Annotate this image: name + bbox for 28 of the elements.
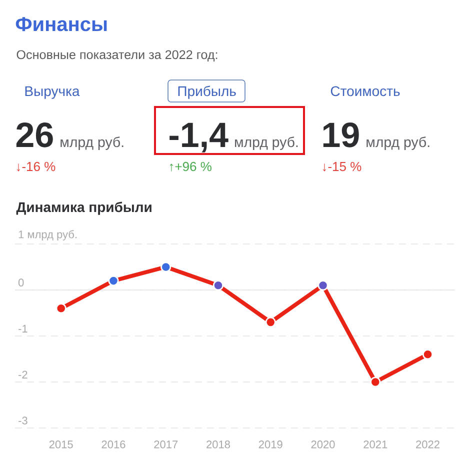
text: млрд руб.	[366, 136, 430, 150]
text: ↓-16 %	[16, 162, 56, 172]
category-label: Прибыль	[178, 86, 236, 99]
text: -1,4	[170, 122, 228, 152]
text: Финансы	[16, 17, 107, 32]
x-tick-label: 2015	[49, 440, 73, 448]
y-tick-label: -1	[18, 324, 28, 332]
y-tick-label: 1 млрд руб.	[18, 230, 76, 240]
x-tick-label: 2020	[311, 440, 335, 448]
text: ↓-15 %	[322, 162, 362, 172]
text: ↑+96 %	[170, 162, 212, 172]
x-tick-label: 2022	[416, 440, 440, 448]
category-label: Стоимость	[330, 86, 400, 96]
x-tick-label: 2016	[102, 440, 126, 448]
y-tick-label: -3	[18, 416, 28, 424]
text: 19	[323, 122, 359, 148]
text: млрд руб.	[60, 136, 124, 150]
x-tick-label: 2017	[154, 440, 178, 448]
category-label: Выручка	[25, 86, 80, 99]
x-tick-label: 2018	[206, 440, 230, 448]
x-tick-label: 2021	[364, 440, 388, 448]
y-tick-label: -2	[18, 370, 28, 378]
text: млрд руб.	[235, 136, 298, 150]
x-tick-label: 2019	[258, 440, 282, 448]
y-tick-label: 0	[18, 278, 24, 286]
text: 26	[16, 122, 53, 148]
text: Основные показатели за 2022 год:	[16, 50, 218, 62]
chart-title: Динамика прибыли	[16, 202, 152, 215]
